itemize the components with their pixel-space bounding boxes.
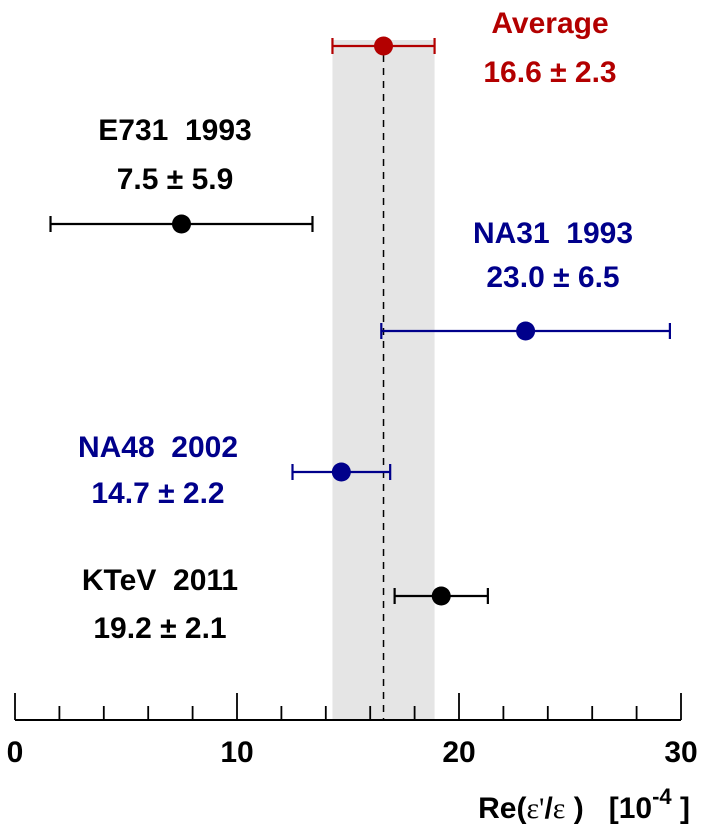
label-value-average: 16.6 ± 2.3 (483, 56, 616, 89)
x-axis: 0 10 20 30 (7, 693, 698, 769)
label-average: Average 16.6 ± 2.3 (483, 7, 616, 89)
error-e731: 5.9 (183, 163, 233, 196)
pm-ktev: ± (160, 612, 176, 645)
label-na31: NA31 1993 23.0 ± 6.5 (473, 217, 633, 294)
measurement-e731 (49, 214, 314, 234)
x-tick-label: 10 (220, 736, 253, 769)
measurement-ktev (393, 586, 489, 606)
measurement-na48 (291, 462, 392, 482)
label-title-ktev: KTeV 2011 (82, 564, 238, 597)
label-na48: NA48 2002 14.7 ± 2.2 (78, 431, 238, 510)
pm-e731: ± (167, 163, 183, 196)
xlabel-units-exp: -4 (652, 784, 672, 809)
pm-na31: ± (553, 261, 569, 294)
x-tick-label: 20 (442, 736, 475, 769)
error-na31: 6.5 (570, 261, 620, 294)
x-tick-label: 0 (7, 736, 24, 769)
value-na48: 14.7 (91, 477, 158, 510)
xlabel-prefix: Re( (478, 792, 526, 825)
x-axis-label: Re(ε'/ε ) [10-4 ] (478, 784, 690, 825)
error-na48: 2.2 (175, 477, 225, 510)
pm-average: ± (550, 56, 566, 89)
value-average: 16.6 (483, 56, 550, 89)
x-tick-label: 30 (664, 736, 697, 769)
data-point-na48 (331, 462, 351, 482)
measurements-layer (49, 36, 672, 606)
label-value-e731: 7.5 ± 5.9 (117, 163, 234, 196)
label-title-na48: NA48 2002 (78, 431, 238, 464)
x-axis-title: Re(ε'/ε ) [10-4 ] (478, 784, 690, 825)
measurement-na31 (380, 321, 672, 341)
label-title-e731: E731 1993 (98, 114, 251, 147)
label-value-na31: 23.0 ± 6.5 (486, 261, 619, 294)
value-ktev: 19.2 (93, 612, 160, 645)
label-ktev: KTeV 2011 19.2 ± 2.1 (82, 564, 238, 645)
data-point-average (374, 36, 394, 56)
error-average: 2.3 (567, 56, 617, 89)
measurement-average (331, 36, 436, 56)
xlabel-units-open: [10 (609, 792, 652, 825)
label-value-na48: 14.7 ± 2.2 (91, 477, 224, 510)
data-point-ktev (431, 586, 451, 606)
measurement-labels-layer: Average 16.6 ± 2.3 E731 1993 7.5 ± 5.9 NA31 … (78, 7, 633, 645)
xlabel-units-close: ] (672, 792, 690, 825)
error-ktev: 2.1 (177, 612, 227, 645)
label-title-average: Average (491, 7, 608, 40)
value-e731: 7.5 (117, 163, 167, 196)
xlabel-eps-prime: ε' (526, 792, 544, 825)
data-point-na31 (516, 321, 536, 341)
xlabel-slash: / (544, 792, 553, 825)
data-point-e731 (172, 214, 191, 234)
pm-na48: ± (158, 477, 174, 510)
label-value-ktev: 19.2 ± 2.1 (93, 612, 226, 645)
label-e731: E731 1993 7.5 ± 5.9 (98, 114, 251, 196)
label-title-na31: NA31 1993 (473, 217, 633, 250)
value-na31: 23.0 (486, 261, 553, 294)
average-band-layer (332, 40, 435, 720)
xlabel-eps: ε (553, 792, 566, 825)
xlabel-suffix: ) (565, 792, 608, 825)
